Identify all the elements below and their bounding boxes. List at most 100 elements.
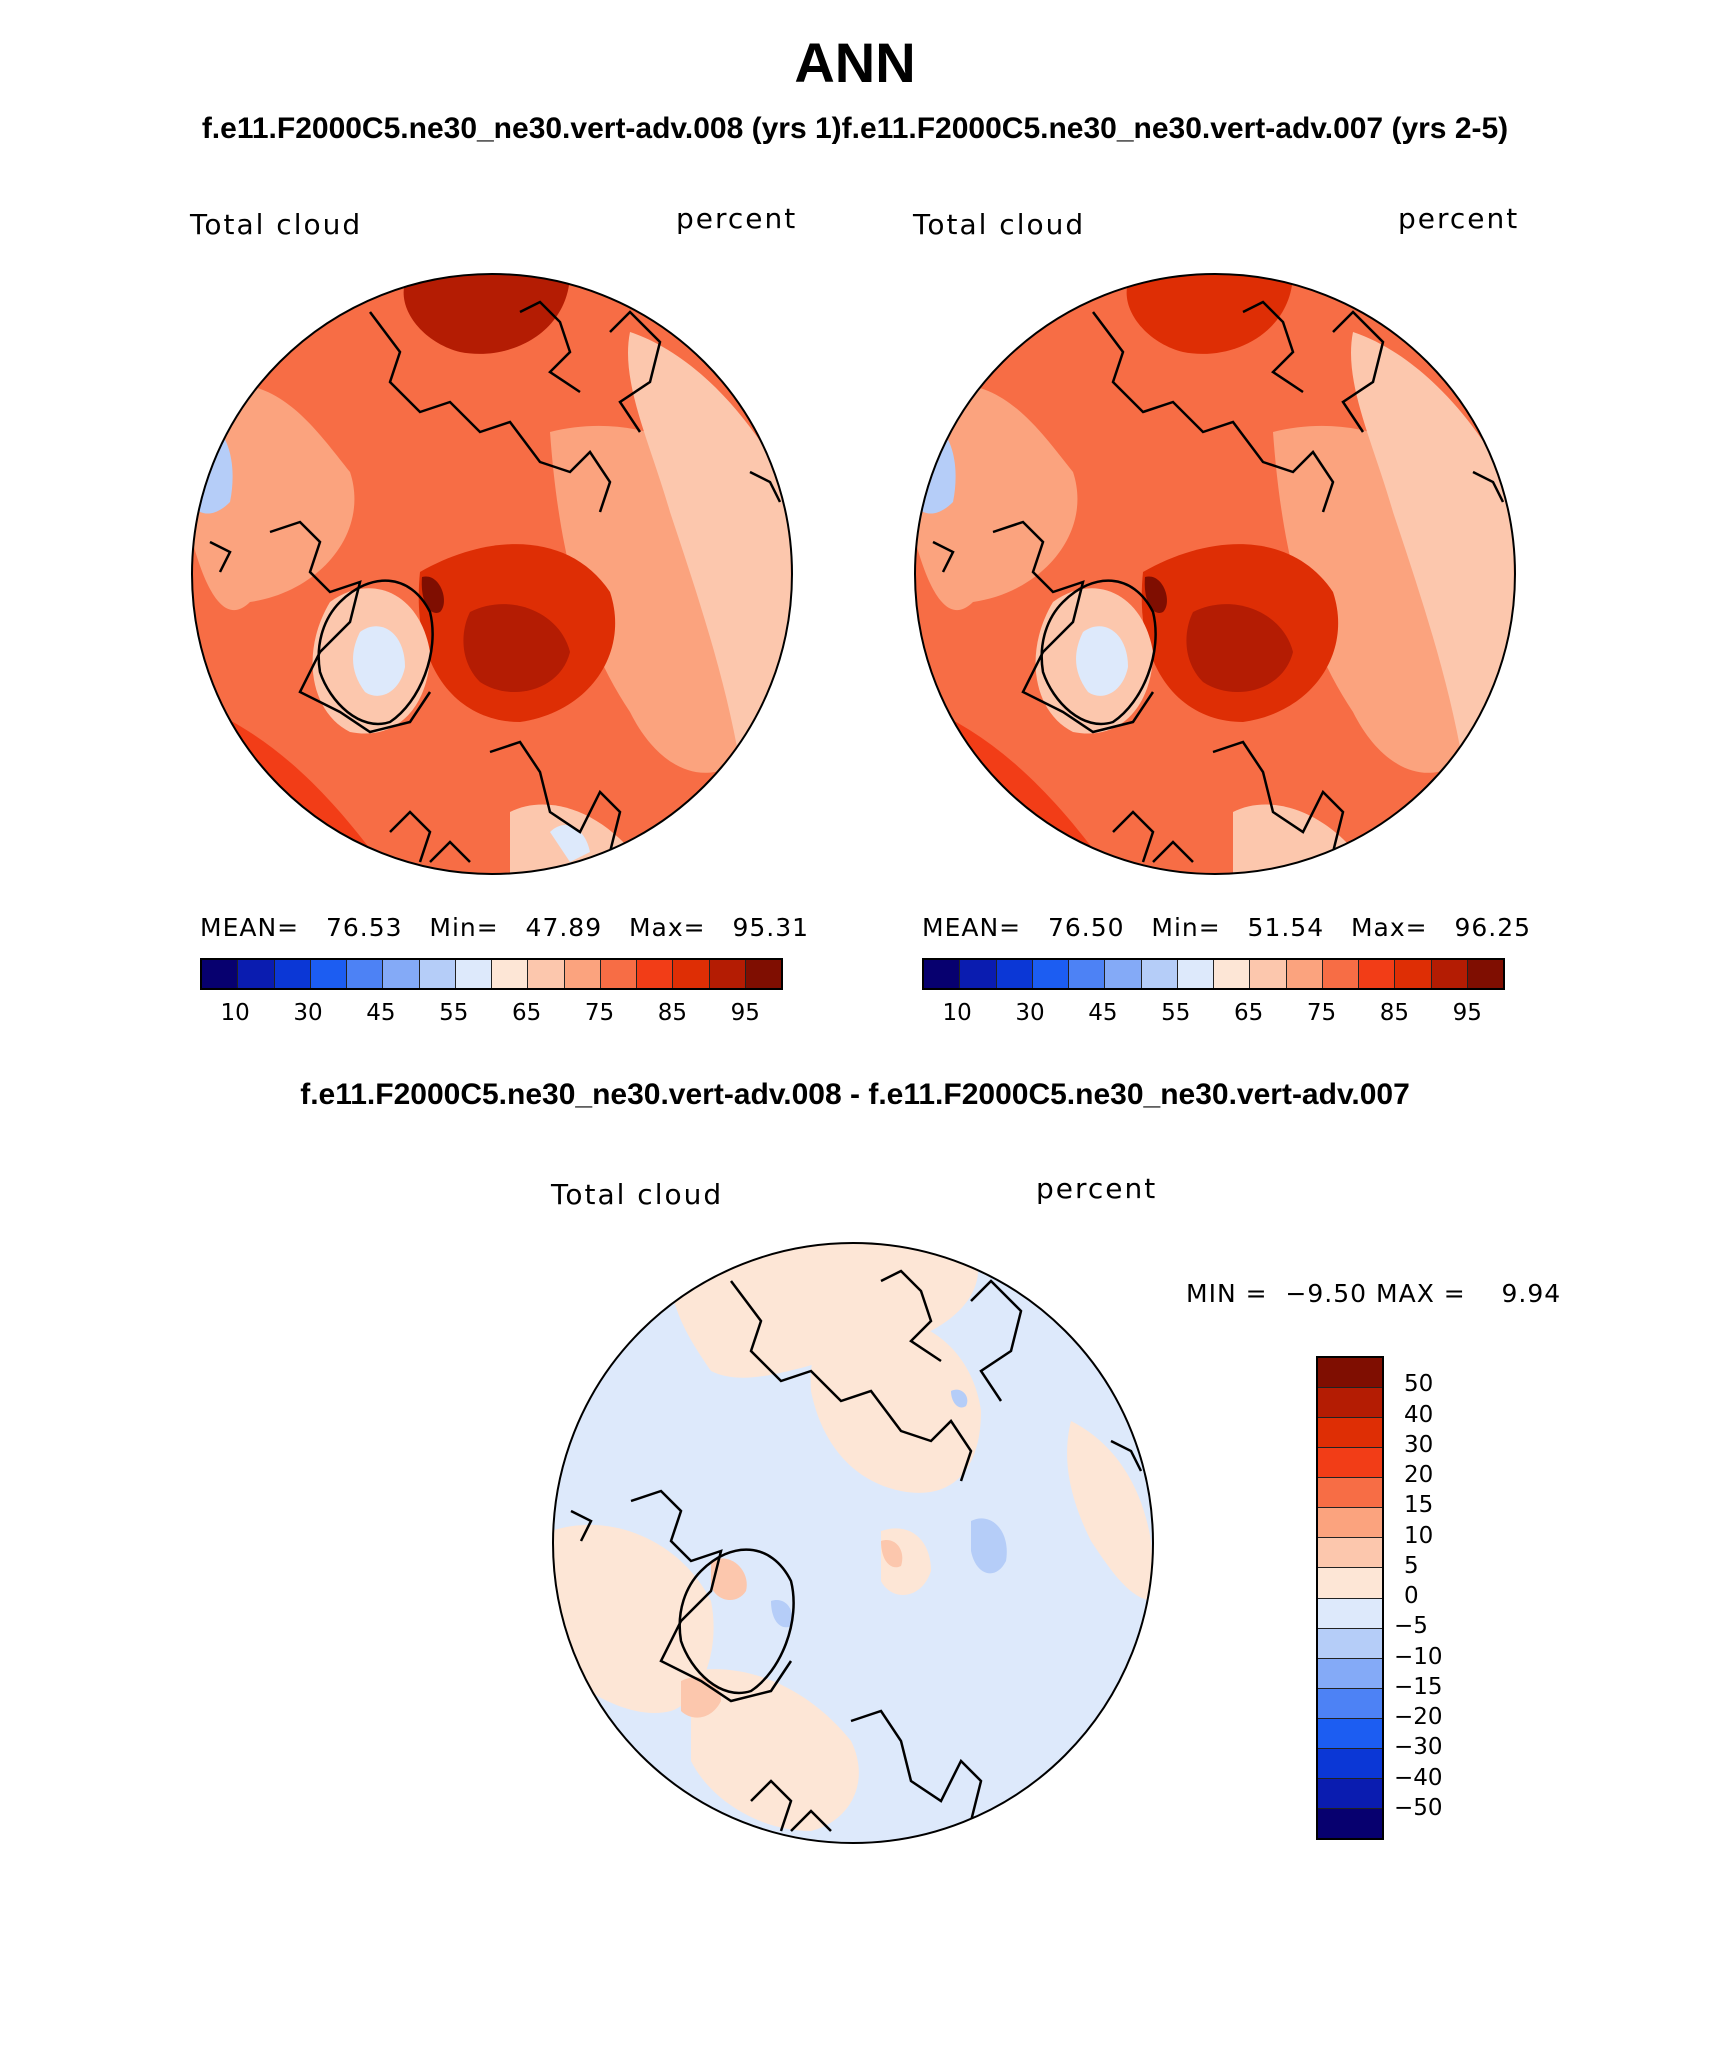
colorbar-swatch: [564, 960, 601, 988]
colorbar-swatch: [1318, 1478, 1382, 1509]
panel1-variable-label: Total cloud: [190, 208, 363, 241]
colorbar-swatch: [383, 960, 420, 988]
colorbar-swatch: [238, 960, 275, 988]
diff-polar-map: [552, 1242, 1154, 1844]
colorbar-swatch: [745, 960, 781, 988]
panel2-stats: MEAN= 76.50 Min= 51.54 Max= 96.25: [922, 913, 1532, 942]
colorbar-tick-label: 30: [1404, 1431, 1434, 1458]
colorbar-tick-label: −30: [1394, 1734, 1443, 1761]
panel1-units-label: percent: [676, 202, 798, 235]
colorbar-tick-label: 75: [584, 1000, 615, 1026]
panel2-variable-label: Total cloud: [913, 208, 1086, 241]
colorbar-swatch: [924, 960, 961, 988]
diff-colorbar: [1316, 1356, 1384, 1840]
colorbar-tick-label: 55: [439, 1000, 469, 1026]
colorbar-tick-label: −50: [1394, 1794, 1443, 1821]
panel1-polar-map: [191, 273, 793, 875]
panel1-colorbar-ticks: 10 30 45 55 65 75 85 95: [200, 1000, 783, 1030]
colorbar-swatch: [1318, 1628, 1382, 1659]
panel1-colorbar: [200, 958, 783, 990]
colorbar-swatch: [1318, 1508, 1382, 1539]
colorbar-swatch: [1318, 1808, 1382, 1838]
colorbar-tick-label: 30: [1015, 1000, 1045, 1026]
panel2-colorbar: [922, 958, 1505, 990]
colorbar-swatch: [1214, 960, 1251, 988]
colorbar-swatch: [1032, 960, 1069, 988]
difference-title: f.e11.F2000C5.ne30_ne30.vert-adv.008 - f…: [300, 1078, 1410, 1111]
colorbar-swatch: [1318, 1568, 1382, 1599]
colorbar-swatch: [1318, 1658, 1382, 1689]
panel2-colorbar-ticks: 10 30 45 55 65 75 85 95: [922, 1000, 1505, 1030]
panel2-polar-map: [914, 273, 1516, 875]
colorbar-swatch: [996, 960, 1033, 988]
colorbar-swatch: [1318, 1718, 1382, 1749]
colorbar-swatch: [1318, 1388, 1382, 1419]
colorbar-swatch: [492, 960, 529, 988]
diff-units-label: percent: [1036, 1172, 1158, 1205]
colorbar-swatch: [310, 960, 347, 988]
colorbar-swatch: [1431, 960, 1468, 988]
colorbar-tick-label: −5: [1394, 1613, 1428, 1640]
colorbar-tick-label: 30: [293, 1000, 323, 1026]
panel1-stats: MEAN= 76.53 Min= 47.89 Max= 95.31: [200, 913, 810, 942]
colorbar-swatch: [1359, 960, 1396, 988]
colorbar-tick-label: −20: [1394, 1704, 1443, 1730]
colorbar-tick-label: 55: [1161, 1000, 1191, 1026]
colorbar-tick-label: 85: [1379, 1000, 1409, 1026]
colorbar-swatch: [1318, 1358, 1382, 1389]
colorbar-swatch: [709, 960, 746, 988]
pair-subtitle: f.e11.F2000C5.ne30_ne30.vert-adv.008 (yr…: [201, 112, 1509, 145]
colorbar-tick-label: 0: [1404, 1583, 1419, 1609]
colorbar-swatch: [347, 960, 384, 988]
colorbar-swatch: [600, 960, 637, 988]
colorbar-swatch: [528, 960, 565, 988]
colorbar-swatch: [1286, 960, 1323, 988]
colorbar-tick-label: 45: [366, 1000, 396, 1026]
colorbar-tick-label: −15: [1394, 1673, 1443, 1700]
colorbar-swatch: [1318, 1448, 1382, 1479]
colorbar-tick-label: 15: [1404, 1492, 1434, 1519]
colorbar-tick-label: 20: [1404, 1462, 1434, 1488]
colorbar-swatch: [1467, 960, 1503, 988]
colorbar-tick-label: 5: [1404, 1552, 1419, 1579]
colorbar-tick-label: 85: [657, 1000, 687, 1026]
colorbar-swatch: [1318, 1688, 1382, 1719]
colorbar-swatch: [455, 960, 492, 988]
colorbar-tick-label: 10: [942, 1000, 972, 1026]
colorbar-swatch: [274, 960, 311, 988]
colorbar-tick-label: −10: [1394, 1643, 1443, 1670]
colorbar-swatch: [1105, 960, 1142, 988]
colorbar-swatch: [1318, 1418, 1382, 1449]
colorbar-tick-label: 40: [1404, 1401, 1434, 1428]
colorbar-swatch: [1318, 1778, 1382, 1809]
diff-colorbar-ticks: 50 40 30 20 15 10 5 0 −5 −10 −15 −20 −30 −40 −50: [1394, 1356, 1484, 1840]
colorbar-tick-label: 95: [1452, 1000, 1482, 1026]
colorbar-tick-label: 65: [1233, 1000, 1264, 1026]
colorbar-swatch: [1069, 960, 1106, 988]
diff-variable-label: Total cloud: [551, 1178, 724, 1211]
colorbar-swatch: [1318, 1538, 1382, 1569]
colorbar-tick-label: 45: [1088, 1000, 1118, 1026]
figure-title: ANN: [794, 31, 916, 94]
panel2-units-label: percent: [1398, 202, 1520, 235]
colorbar-swatch: [1318, 1748, 1382, 1779]
colorbar-tick-label: 65: [511, 1000, 542, 1026]
colorbar-swatch: [1141, 960, 1178, 988]
colorbar-swatch: [1322, 960, 1359, 988]
colorbar-swatch: [637, 960, 674, 988]
colorbar-tick-label: 10: [1404, 1522, 1434, 1549]
colorbar-swatch: [1395, 960, 1432, 988]
colorbar-tick-label: 95: [730, 1000, 760, 1026]
diff-stats: MIN = −9.50 MAX = 9.94: [1186, 1279, 1562, 1308]
colorbar-swatch: [1318, 1598, 1382, 1629]
colorbar-swatch: [419, 960, 456, 988]
colorbar-swatch: [960, 960, 997, 988]
colorbar-tick-label: 75: [1306, 1000, 1337, 1026]
colorbar-swatch: [1250, 960, 1287, 988]
colorbar-swatch: [673, 960, 710, 988]
colorbar-swatch: [1177, 960, 1214, 988]
colorbar-tick-label: 10: [220, 1000, 250, 1026]
colorbar-tick-label: −40: [1394, 1764, 1443, 1791]
colorbar-swatch: [202, 960, 239, 988]
colorbar-tick-label: 50: [1404, 1371, 1434, 1398]
